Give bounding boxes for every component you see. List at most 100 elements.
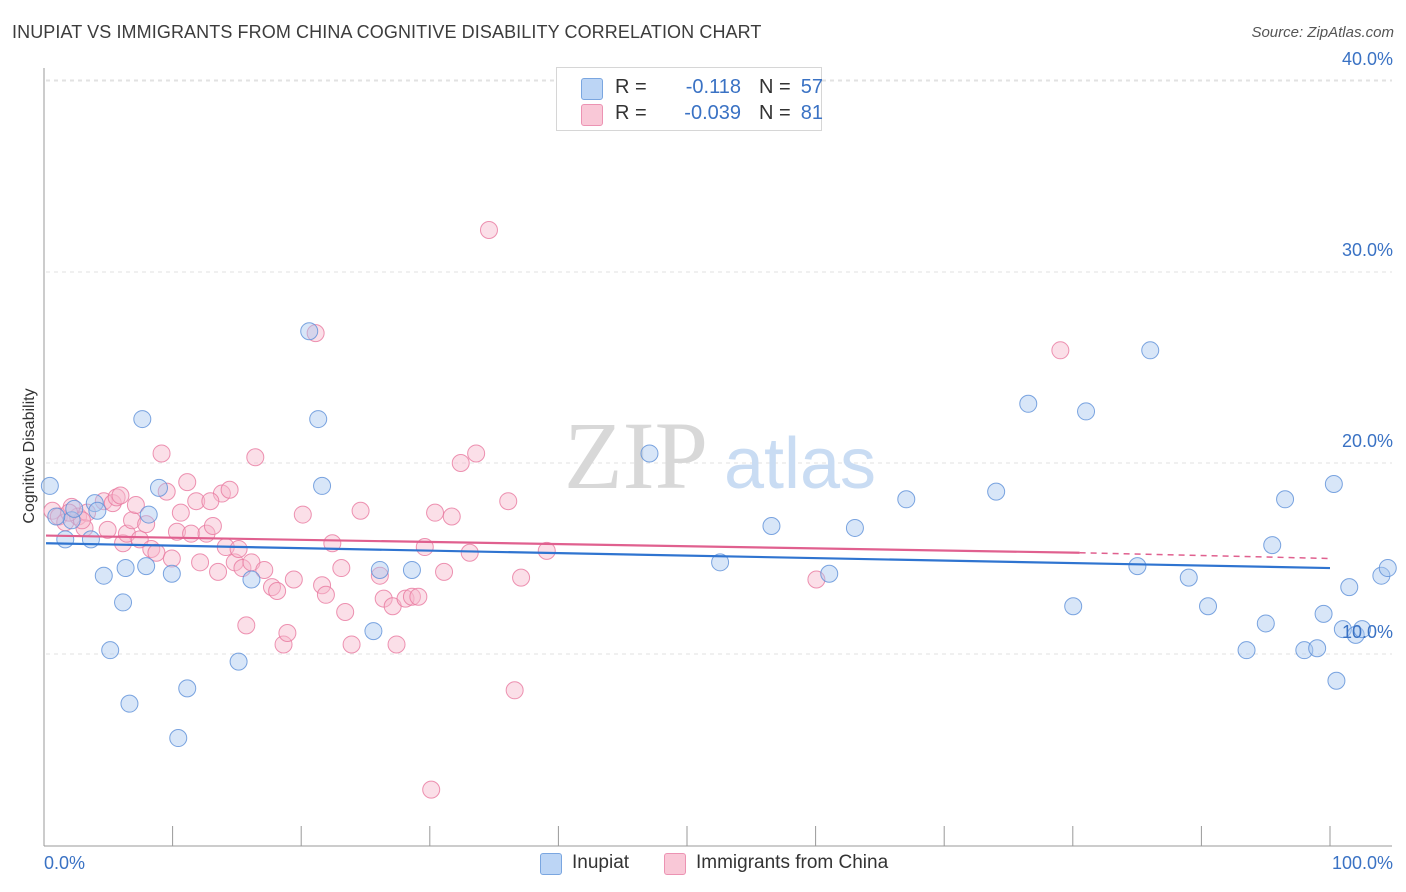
inupiat-point: [1077, 402, 1096, 421]
inupiat-point: [101, 641, 120, 660]
r-value: -0.039: [684, 102, 741, 124]
inupiat-point: [762, 517, 781, 536]
china-point: [351, 501, 370, 520]
china-point: [220, 480, 239, 499]
china-point: [171, 503, 190, 522]
inupiat-point: [1314, 604, 1333, 623]
y-tick-label: 30.0%: [1342, 240, 1393, 260]
china-point: [268, 581, 287, 600]
china-point: [152, 444, 171, 463]
y-tick-label: 40.0%: [1342, 49, 1393, 69]
inupiat-point: [1199, 597, 1218, 616]
watermark-zip: ZIP: [564, 402, 708, 509]
china-point: [422, 780, 441, 799]
inupiat-point: [820, 564, 839, 583]
inupiat-point: [88, 501, 107, 520]
inupiat-point: [897, 490, 916, 509]
n-label: N =: [759, 76, 791, 98]
china-point: [203, 517, 222, 536]
inupiat-point: [1353, 620, 1372, 639]
china-point: [284, 570, 303, 589]
inupiat-trend-line: [45, 542, 1331, 570]
inupiat-point: [133, 410, 152, 429]
y-tick-labels: 10.0% 20.0% 30.0% 40.0%: [1342, 49, 1393, 642]
inupiat-point: [62, 511, 81, 530]
china-point: [162, 549, 181, 568]
china-point: [209, 562, 228, 581]
china-point: [229, 539, 248, 558]
china-point: [130, 530, 149, 549]
y-tick-label: 20.0%: [1342, 431, 1393, 451]
china-point: [537, 541, 556, 560]
trend-lines: [45, 534, 1331, 570]
china-point: [191, 553, 210, 572]
inupiat-point: [1128, 557, 1147, 576]
china-point: [274, 635, 293, 654]
china-point: [387, 635, 406, 654]
inupiat-point: [81, 530, 100, 549]
inupiat-point: [178, 679, 197, 698]
china-point: [246, 448, 265, 467]
china-legend-swatch: [664, 853, 686, 875]
inupiat-point: [1237, 641, 1256, 660]
inupiat-point: [56, 530, 75, 549]
legend-label: Inupiat: [572, 852, 630, 873]
china-point: [323, 534, 342, 553]
inupiat-point: [309, 410, 328, 429]
r-value: -0.118: [685, 76, 741, 98]
china-point: [402, 587, 421, 606]
china-trend-line: [45, 534, 1080, 554]
china-point: [409, 587, 428, 606]
inupiat-point: [1340, 578, 1359, 597]
inupiat-point: [162, 564, 181, 583]
china-point: [512, 568, 531, 587]
inupiat-point: [1378, 559, 1397, 578]
china-point: [167, 522, 186, 541]
inupiat-point: [711, 553, 730, 572]
china-point: [1051, 341, 1070, 360]
inupiat-point: [845, 518, 864, 537]
china-point: [435, 562, 454, 581]
inupiat-point: [47, 507, 66, 526]
n-label: N =: [759, 102, 791, 124]
inupiat-point: [169, 729, 188, 748]
inupiat-point: [1324, 475, 1343, 494]
inupiat-point: [1372, 566, 1391, 585]
china-point: [293, 505, 312, 524]
series-china-points: [43, 220, 1070, 799]
china-point: [201, 492, 220, 511]
inupiat-point: [120, 694, 139, 713]
inupiat-point: [149, 478, 168, 497]
watermark-atlas: atlas: [724, 424, 876, 504]
y-axis-label: Cognitive Disability: [21, 388, 38, 523]
axes: [43, 68, 1392, 847]
china-point: [499, 492, 518, 511]
inupiat-point: [370, 560, 389, 579]
china-point: [187, 492, 206, 511]
china-point: [426, 503, 445, 522]
china-swatch: [581, 104, 603, 126]
china-point: [374, 589, 393, 608]
inupiat-swatch: [581, 78, 603, 100]
china-trend-extension: [1079, 552, 1331, 560]
inupiat-point: [313, 476, 332, 495]
china-point: [316, 585, 335, 604]
china-point: [442, 507, 461, 526]
source-credit: Source: ZipAtlas.com: [1251, 24, 1394, 41]
china-point: [313, 576, 332, 595]
inupiat-point: [300, 322, 319, 341]
china-point: [306, 324, 325, 343]
n-value: 81: [800, 102, 823, 124]
n-value: 57: [800, 76, 823, 98]
inupiat-point: [1327, 671, 1346, 690]
china-point: [479, 220, 498, 239]
stats-box: R = -0.118 N = 57 R = -0.039 N = 81: [556, 67, 823, 131]
china-point: [460, 543, 479, 562]
inupiat-point: [242, 570, 261, 589]
x-tick-label-min: 0.0%: [44, 853, 85, 873]
inupiat-point: [229, 652, 248, 671]
inupiat-point: [116, 559, 135, 578]
inupiat-point: [1256, 614, 1275, 633]
inupiat-point: [364, 622, 383, 641]
